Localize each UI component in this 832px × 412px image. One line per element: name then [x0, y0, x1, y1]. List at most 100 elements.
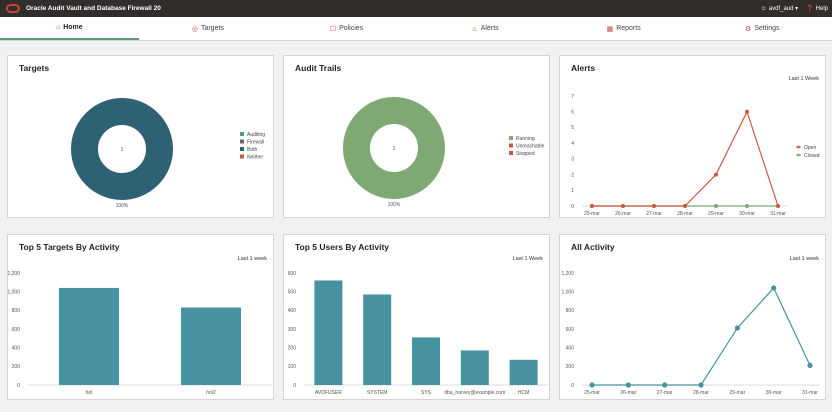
- y-tick-label: 100: [288, 364, 297, 370]
- legend-marker-open: [797, 145, 800, 149]
- y-tick-label: 400: [566, 345, 575, 351]
- y-tick-label: 0: [17, 383, 20, 389]
- bar-sys: [412, 337, 440, 385]
- y-tick-label: 600: [566, 327, 575, 333]
- x-tick-label: hol2: [206, 390, 216, 396]
- y-tick-label: 1,000: [561, 289, 574, 295]
- header-actions: ☺ avdf_aud ▾ ❓ Help: [761, 0, 828, 17]
- legend-swatch-running: [509, 136, 513, 140]
- data-point: [589, 382, 595, 388]
- bar-hol: [59, 287, 119, 385]
- x-tick-label: hol: [86, 390, 93, 396]
- x-tick-label: AVDFUSER: [315, 390, 342, 396]
- y-tick-label: 0: [293, 383, 296, 389]
- data-point: [745, 109, 749, 114]
- panel-title: All Activity: [571, 242, 615, 252]
- y-tick-label: 7: [571, 94, 574, 100]
- donut-slice-both: [71, 98, 173, 200]
- x-tick-label: 27-mar: [657, 390, 673, 396]
- user-menu-label: avdf_aud ▾: [768, 6, 799, 12]
- targets-panel: Targets 1 100% Auditing Firewall Both Neither: [7, 55, 274, 218]
- legend-label-running: Running: [516, 136, 535, 142]
- main-nav: ⌂ Home ◎ Targets ☐ Policies ♨ Alerts ▦ R…: [0, 17, 832, 41]
- y-tick-label: 600: [12, 327, 21, 333]
- tab-settings[interactable]: ⚙ Settings: [693, 17, 832, 40]
- y-tick-label: 400: [288, 308, 297, 314]
- y-tick-label: 800: [12, 308, 21, 314]
- tab-targets[interactable]: ◎ Targets: [139, 17, 278, 40]
- tab-alerts[interactable]: ♨ Alerts: [416, 17, 555, 40]
- legend-swatch-stopped: [509, 151, 513, 155]
- tab-policies[interactable]: ☐ Policies: [277, 17, 416, 40]
- all-activity-panel: All Activity Last 1 week 0 200 400 600 800 1,…: [559, 234, 826, 400]
- y-tick-label: 300: [288, 327, 297, 333]
- x-tick-label: 29-mar: [708, 211, 724, 217]
- donut-percent-label: 100%: [116, 203, 129, 209]
- policies-icon: ☐: [329, 25, 337, 33]
- x-tick-label: 28-mar: [693, 390, 709, 396]
- y-tick-label: 4: [571, 141, 574, 147]
- home-icon: ⌂: [55, 24, 61, 31]
- data-point: [625, 382, 631, 388]
- series-line-open: [592, 110, 779, 207]
- tab-targets-label: Targets: [200, 25, 224, 32]
- series-line-activity: [592, 286, 811, 386]
- bell-icon: ♨: [471, 25, 478, 33]
- panel-title: Audit Trails: [295, 63, 342, 73]
- x-tick-label: 30-mar: [739, 211, 755, 217]
- panel-title: Targets: [19, 63, 50, 73]
- donut-slice-running: [343, 97, 445, 199]
- data-point: [662, 382, 668, 388]
- all-activity-line-chart: 0 200 400 600 800 1,000 1,200 25-mar 26-mar 27-ma…: [561, 271, 820, 396]
- help-icon: ❓: [806, 6, 814, 12]
- targets-icon: ◎: [191, 25, 198, 33]
- tab-policies-label: Policies: [339, 25, 364, 32]
- tab-reports[interactable]: ▦ Reports: [554, 17, 693, 40]
- audit-trails-panel: Audit Trails 1 100% Running Unreachable Stop…: [283, 55, 550, 218]
- legend-swatch-firewall: [240, 139, 244, 144]
- y-tick-label: 1: [571, 188, 574, 194]
- legend-label-auditing: Auditing: [247, 132, 265, 138]
- oracle-logo-icon: [6, 4, 20, 13]
- x-tick-label: 31-mar: [770, 211, 786, 217]
- data-point: [621, 204, 625, 208]
- y-tick-label: 0: [571, 204, 574, 210]
- tab-home[interactable]: ⌂ Home: [0, 17, 139, 40]
- tab-settings-label: Settings: [754, 25, 780, 32]
- legend-marker-closed: [797, 153, 800, 157]
- y-tick-label: 800: [566, 308, 575, 314]
- data-point: [807, 362, 813, 368]
- data-point: [714, 204, 718, 208]
- x-tick-label: dba_harvey@example.com: [444, 390, 505, 396]
- y-tick-label: 2: [571, 172, 574, 178]
- user-menu[interactable]: ☺ avdf_aud ▾: [761, 5, 799, 13]
- panel-subtitle: Last 1 Week: [788, 76, 819, 82]
- data-point: [652, 204, 656, 208]
- app-title: Oracle Audit Vault and Database Firewall…: [26, 5, 161, 12]
- data-point: [698, 382, 704, 388]
- legend-label-stopped: Stopped: [516, 151, 535, 157]
- top-users-bar-chart: 0 100 200 300 400 500 600 AVDFUSER SYSTEM SYS dba_…: [288, 271, 548, 396]
- legend-label-neither: Neither: [247, 155, 263, 161]
- help-link[interactable]: ❓ Help: [806, 5, 828, 13]
- data-point: [714, 172, 718, 177]
- legend-swatch-auditing: [240, 132, 244, 136]
- legend-label-open: Open: [804, 145, 816, 151]
- top-targets-panel: Top 5 Targets By Activity Last 1 week 0 2…: [7, 234, 274, 400]
- bar-hol2: [181, 307, 241, 385]
- data-point: [776, 204, 780, 208]
- donut-center-label: 1: [121, 147, 124, 153]
- y-tick-label: 500: [288, 289, 297, 295]
- donut-percent-label: 100%: [388, 202, 401, 208]
- x-tick-label: 29-mar: [729, 390, 745, 396]
- y-tick-label: 200: [566, 364, 575, 370]
- legend-swatch-unreachable: [509, 143, 513, 148]
- y-tick-label: 200: [12, 364, 21, 370]
- y-tick-label: 6: [571, 110, 574, 116]
- data-point: [771, 285, 777, 291]
- x-tick-label: HCM: [518, 390, 529, 396]
- tab-reports-label: Reports: [616, 25, 641, 32]
- gear-icon: ⚙: [744, 25, 752, 33]
- x-tick-label: 31-mar: [802, 390, 818, 396]
- y-tick-label: 0: [571, 383, 574, 389]
